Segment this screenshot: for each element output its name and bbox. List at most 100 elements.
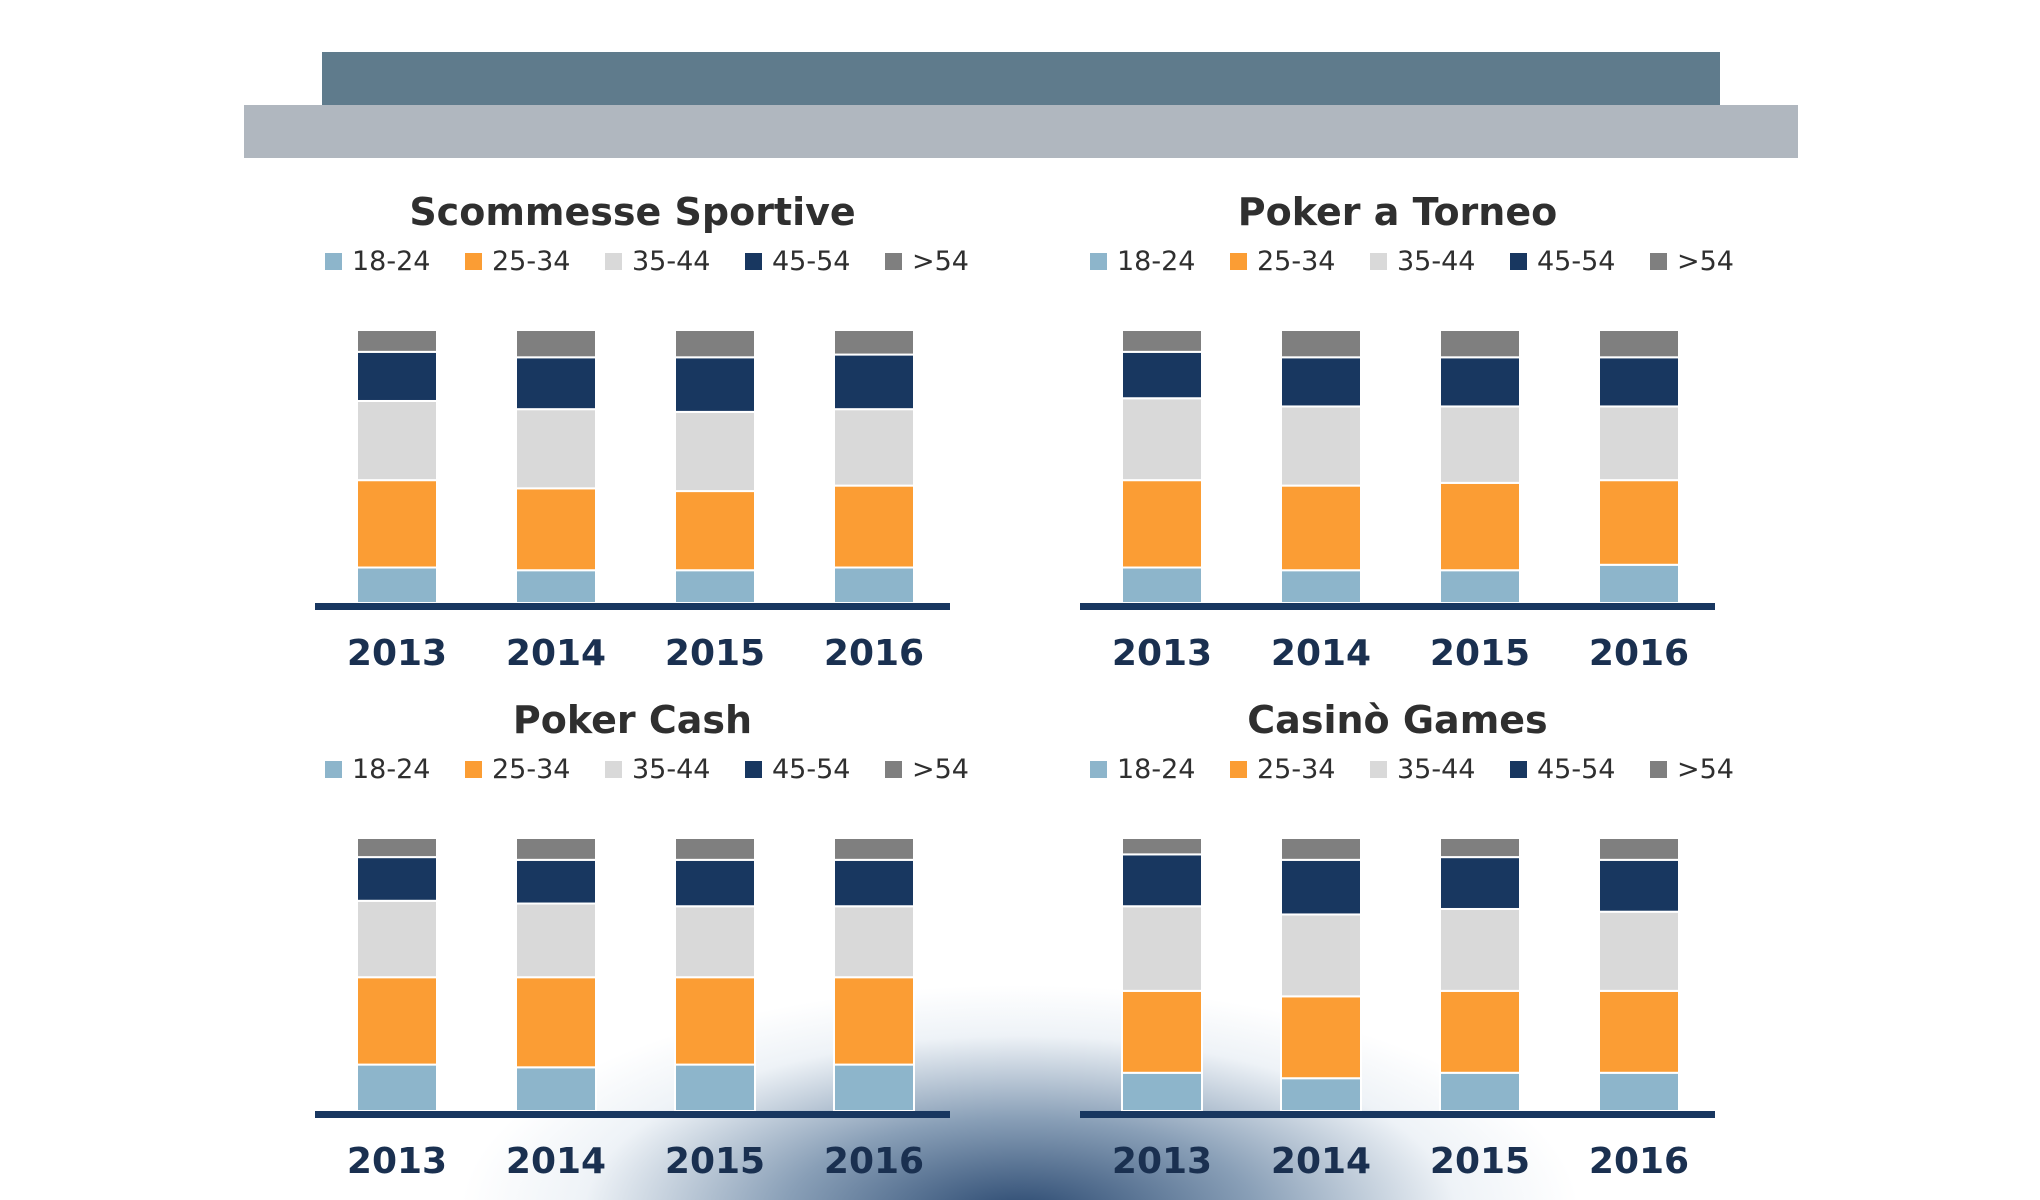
chart-panel-poker-a-torneo: Poker a Torneo 18-24 25-34 35-44 45-54 >54 201… [1050,180,1750,680]
bar-stack-2014 [1280,329,1362,604]
legend-label: 25-34 [492,754,570,785]
bar-segment-25-34 [1598,479,1680,566]
bar-stack-2015 [674,837,756,1112]
bar-stack-2016 [1598,837,1680,1112]
chart-panel-casino-games: Casinò Games 18-24 25-34 35-44 45-54 >54 2013 2… [1050,688,1750,1188]
legend-swatch [745,253,762,270]
bar-segment-25-34 [833,484,915,569]
legend-swatch [1650,761,1667,778]
bar-segment-25-34 [515,976,597,1069]
legend-label: 18-24 [352,754,430,785]
bar-segment-35-44 [1598,405,1680,482]
bar-segment-18-24 [515,1066,597,1113]
bar-segment-over-54 [674,329,756,359]
bar-segment-over-54 [515,837,597,861]
legend-item-45-54: 45-54 [1510,754,1615,785]
legend-swatch [1370,253,1387,270]
legend-label: 18-24 [352,246,430,277]
bar-segment-25-34 [1598,989,1680,1074]
bar-segment-over-54 [1121,837,1203,856]
bar-segment-over-54 [1121,329,1203,353]
legend-label: >54 [912,754,969,785]
legend-label: 18-24 [1117,754,1195,785]
bar-segment-18-24 [1121,566,1203,605]
legend-swatch [1510,253,1527,270]
bar-segment-18-24 [674,1063,756,1112]
legend-swatch [885,761,902,778]
chart-title: Scommesse Sportive [409,190,855,234]
legend-label: 25-34 [1257,754,1335,785]
bar-segment-over-54 [1598,329,1680,359]
legend-item-25-34: 25-34 [465,246,570,277]
header-banner-top [322,52,1720,105]
stacked-bar-chart: Scommesse Sportive 18-24 25-34 35-44 45-54 >5… [315,190,969,674]
bar-segment-35-44 [1280,405,1362,487]
chart-legend: 18-24 25-34 35-44 45-54 >54 [1090,246,1734,277]
x-tick-label: 2014 [1271,633,1371,674]
bar-segment-18-24 [515,569,597,604]
legend-label: >54 [912,246,969,277]
legend-swatch [1230,761,1247,778]
bar-segment-45-54 [515,356,597,411]
chart-legend: 18-24 25-34 35-44 45-54 >54 [325,246,969,277]
bar-segment-18-24 [833,566,915,605]
bar-segment-over-54 [515,329,597,359]
bar-segment-35-44 [833,408,915,487]
x-axis-line [315,1111,950,1118]
legend-swatch [465,761,482,778]
stacked-bar-chart: Poker Cash 18-24 25-34 35-44 45-54 >54 2013 201… [315,698,969,1182]
x-tick-label: 2013 [347,633,447,674]
bar-segment-25-34 [674,976,756,1066]
legend-swatch [1090,761,1107,778]
bar-segment-35-44 [515,408,597,490]
bar-segment-35-44 [1598,910,1680,992]
bar-stack-2014 [515,837,597,1113]
bar-stack-2016 [1598,329,1680,604]
legend-item-35-44: 35-44 [605,754,710,785]
legend-swatch [745,761,762,778]
bar-segment-18-24 [1439,1071,1521,1112]
legend-item-18-24: 18-24 [325,754,430,785]
legend-label: 45-54 [772,754,850,785]
bar-segment-35-44 [833,905,915,979]
bar-segment-18-24 [674,569,756,604]
x-tick-label: 2016 [824,1141,924,1182]
legend-item-25-34: 25-34 [1230,246,1335,277]
legend-swatch [1090,253,1107,270]
legend-label: 18-24 [1117,246,1195,277]
legend-item-18-24: 18-24 [325,246,430,277]
bar-segment-35-44 [1121,905,1203,992]
bar-stack-2016 [833,329,915,605]
x-tick-label: 2014 [506,1141,606,1182]
x-tick-label: 2015 [1430,1141,1530,1182]
bar-segment-35-44 [674,905,756,979]
x-axis-line [1080,603,1715,610]
bar-segment-25-34 [356,479,438,569]
bar-segment-45-54 [356,856,438,902]
legend-swatch [605,761,622,778]
bar-segment-35-44 [1121,397,1203,482]
bar-segment-25-34 [674,490,756,572]
bar-segment-25-34 [1121,479,1203,569]
legend-swatch [1230,253,1247,270]
bar-segment-45-54 [1439,356,1521,408]
bar-segment-25-34 [1121,989,1203,1074]
bar-segment-18-24 [356,566,438,605]
bar-segment-45-54 [833,353,915,411]
legend-item-25-34: 25-34 [1230,754,1335,785]
x-tick-label: 2016 [1589,633,1689,674]
bar-segment-45-54 [1121,853,1203,908]
legend-item-25-34: 25-34 [465,754,570,785]
bar-segment-45-54 [515,858,597,905]
x-tick-label: 2016 [824,633,924,674]
legend-label: 45-54 [772,246,850,277]
bar-segment-25-34 [1439,989,1521,1074]
x-axis-line [315,603,950,610]
bar-segment-35-44 [1280,913,1362,998]
bar-segment-25-34 [356,976,438,1066]
chart-title: Casinò Games [1247,698,1547,742]
x-tick-label: 2013 [1112,633,1212,674]
chart-panel-poker-cash: Poker Cash 18-24 25-34 35-44 45-54 >54 2013 201… [285,688,985,1188]
bar-segment-18-24 [1121,1071,1203,1112]
legend-label: >54 [1677,754,1734,785]
